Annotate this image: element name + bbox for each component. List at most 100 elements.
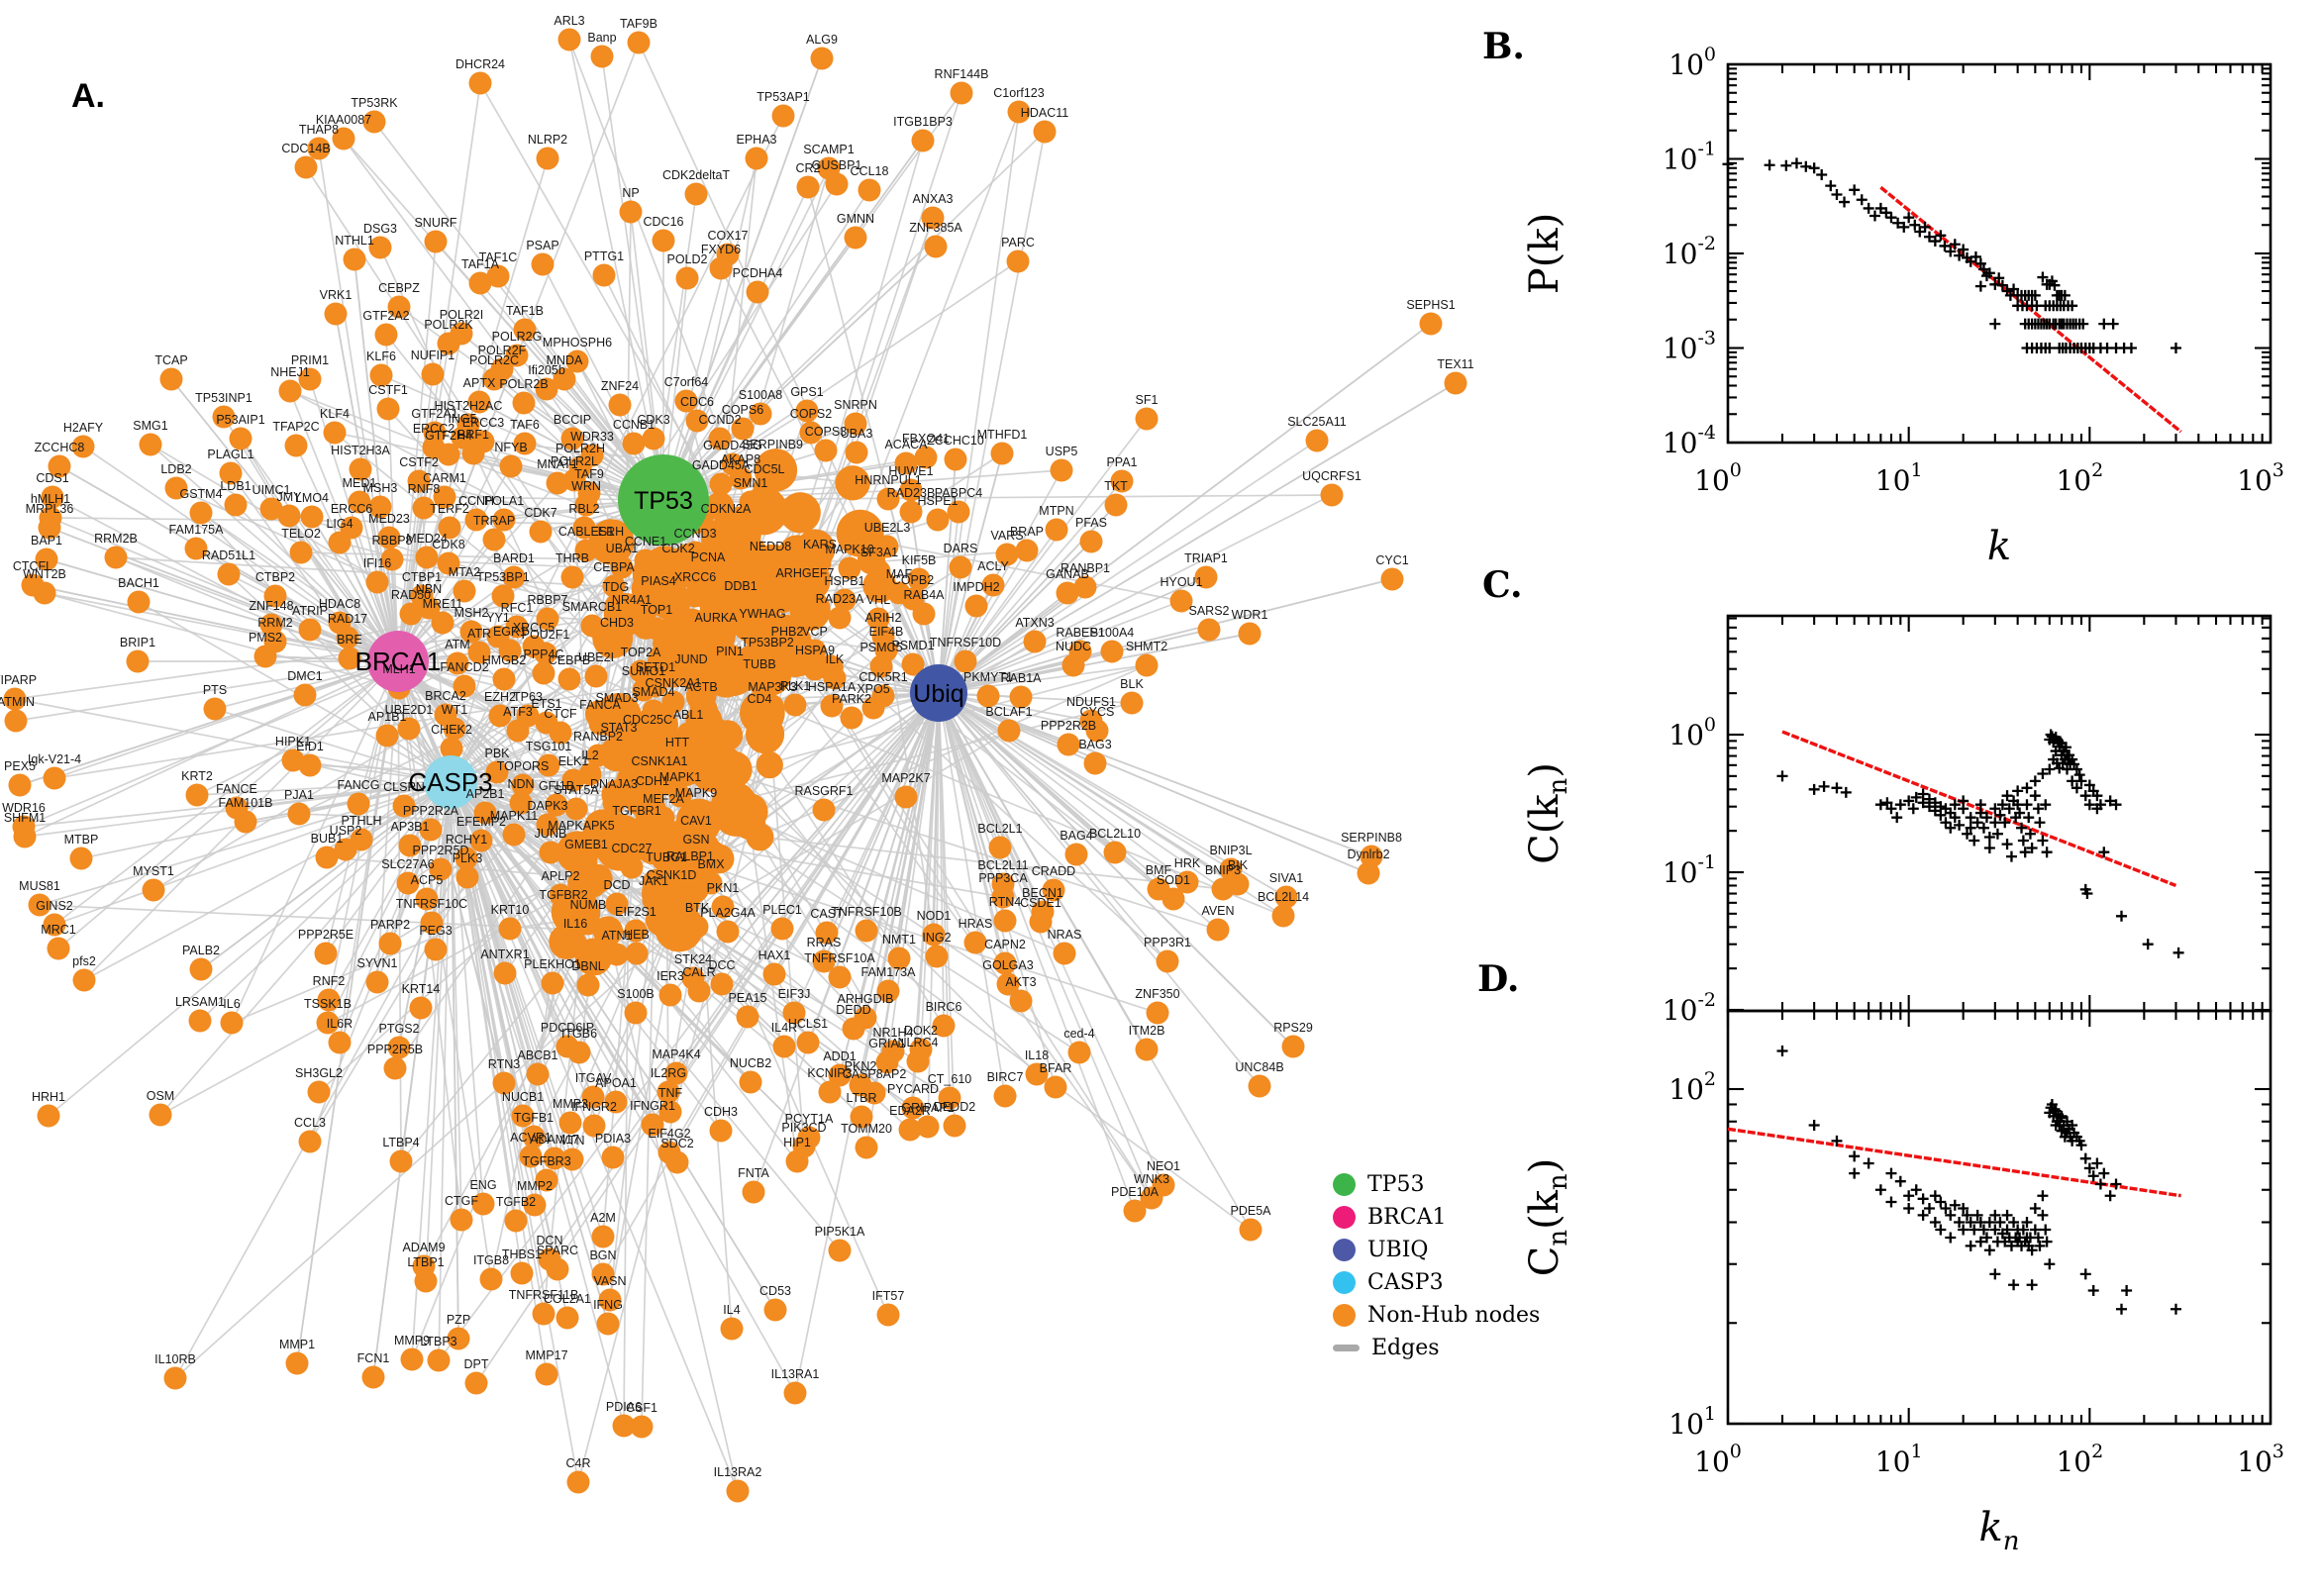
network-node-label: CR2 xyxy=(795,161,820,175)
network-node-label: NP xyxy=(622,186,639,200)
network-node-label: PPP2R5D xyxy=(413,844,469,857)
network-node-label: RAD51L1 xyxy=(202,549,255,562)
network-node xyxy=(876,1303,900,1327)
network-node-label: RAD50 xyxy=(391,588,431,602)
network-node xyxy=(749,402,772,426)
network-node xyxy=(1271,904,1295,928)
network-node-label: XPO5 xyxy=(857,682,889,696)
network-node-label: RCHY1 xyxy=(446,833,487,847)
plot-ticks xyxy=(1726,62,2272,445)
network-node xyxy=(443,717,466,741)
network-node xyxy=(336,626,359,649)
network-node-label: EFEMP2 xyxy=(456,815,506,829)
network-node-label: ACACA xyxy=(884,438,928,451)
network-node xyxy=(748,671,771,695)
network-node-label: SOD1 xyxy=(1157,873,1190,887)
network-node xyxy=(844,412,867,436)
network-node-label: MNAT1 xyxy=(537,457,577,471)
network-node xyxy=(842,1017,865,1041)
network-node-label: SMAD4 xyxy=(632,685,674,699)
network-node-label: KARS xyxy=(803,538,837,551)
network-node-label: GFI1B xyxy=(539,779,574,793)
network-node-label: JMY xyxy=(277,490,303,504)
network-node xyxy=(762,962,786,986)
network-node xyxy=(763,1298,787,1322)
network-node-label: GMEB1 xyxy=(564,838,608,851)
network-node xyxy=(810,47,834,70)
network-node-label: YY1 xyxy=(486,611,510,625)
network-node xyxy=(1009,685,1033,709)
network-node xyxy=(560,565,584,589)
network-node xyxy=(522,1125,546,1148)
network-node xyxy=(545,793,568,817)
network-node xyxy=(564,797,588,821)
network-node xyxy=(932,1014,956,1038)
network-node xyxy=(368,495,392,519)
network-node xyxy=(855,1136,878,1159)
network-node-label: PMS2 xyxy=(249,631,282,645)
network-node-label: MUS81 xyxy=(19,879,60,893)
network-node xyxy=(464,508,488,532)
network-node xyxy=(563,931,587,954)
network-node-label: NRAS xyxy=(1048,928,1082,942)
network-node xyxy=(596,1312,620,1336)
network-node xyxy=(736,1005,759,1029)
network-node xyxy=(709,1119,733,1143)
network-cluster-node xyxy=(746,823,774,851)
network-node xyxy=(492,1071,516,1095)
network-node-label: NUFIP1 xyxy=(411,349,455,362)
network-node xyxy=(407,469,431,493)
network-node-labels: ARL3 TAF9B Banp DHCR24 ALG9 TP53RK KIAA0087THA… xyxy=(0,14,1474,1479)
network-node-label: YWHAG xyxy=(739,607,785,621)
legend-item-label: Non-Hub nodes xyxy=(1367,1303,1541,1328)
network-node xyxy=(541,971,564,995)
network-node-label: CDS1 xyxy=(36,471,68,485)
network-node-label: COPS2 xyxy=(790,407,832,421)
network-node-label: AVEN xyxy=(1201,904,1234,918)
network-node-label: MLH1 xyxy=(382,662,415,676)
network-node xyxy=(399,602,423,626)
network-node xyxy=(709,256,733,280)
network-node-label: MEF2A xyxy=(643,792,684,806)
network-node xyxy=(433,485,456,509)
y-axis-title: C(kn​) xyxy=(1522,762,1573,864)
network-node-label: S100A8 xyxy=(739,388,783,402)
network-node xyxy=(1320,483,1344,507)
network-node xyxy=(668,784,692,808)
network-node-label: FANCA xyxy=(579,698,621,712)
network-node xyxy=(799,421,823,445)
network-node-label: AURKA xyxy=(694,611,738,625)
network-node xyxy=(556,1306,579,1330)
network-node-label: ZNF148 xyxy=(249,599,293,613)
network-node-label: COX17 xyxy=(708,229,749,243)
network-node xyxy=(709,472,733,496)
network-node-label: POLR2L xyxy=(551,454,598,468)
network-node xyxy=(602,574,626,598)
network-node-label: RASGRF1 xyxy=(794,784,853,798)
network-node-label: APLP2 xyxy=(542,869,580,883)
network-node-label: POLR2I xyxy=(440,308,483,322)
network-node xyxy=(298,753,322,777)
network-node xyxy=(629,659,653,683)
network-node xyxy=(203,697,227,721)
network-node xyxy=(348,490,371,514)
network-node xyxy=(963,931,987,954)
network-node-label: GTF2A1 xyxy=(411,407,457,421)
network-node-label: MYST1 xyxy=(133,864,174,878)
network-node xyxy=(387,1036,411,1059)
legend-item-label: Edges xyxy=(1371,1336,1440,1360)
network-node xyxy=(492,508,516,532)
network-node-label: TNFRSF10C xyxy=(396,897,467,911)
network-node xyxy=(993,951,1017,975)
network-node-label: CDK7 xyxy=(524,506,556,520)
network-node-label: MRPL36 xyxy=(26,502,74,516)
network-node xyxy=(361,1365,385,1389)
network-node-label: CAPN2 xyxy=(984,938,1026,951)
network-node xyxy=(771,104,795,128)
network-node xyxy=(499,454,523,478)
network-node xyxy=(1197,618,1221,642)
network-node xyxy=(708,427,732,450)
network-node xyxy=(557,667,581,691)
network-node-label: PPP2R2B xyxy=(1041,719,1096,733)
network-node xyxy=(699,871,723,895)
